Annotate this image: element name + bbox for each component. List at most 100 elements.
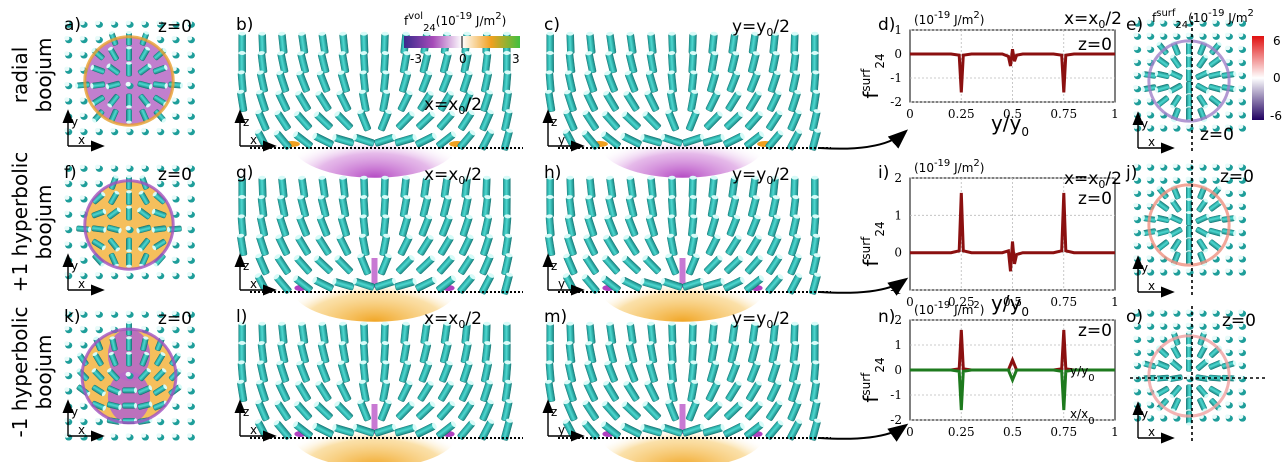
director-cylinder [702, 424, 725, 437]
axis-letter-horizontal: x [1148, 135, 1155, 149]
energy-column [679, 258, 686, 288]
director-cylinder [106, 385, 122, 396]
director-cylinder [1168, 213, 1183, 224]
director-end-on [1146, 322, 1155, 330]
director-cylinder [258, 321, 267, 344]
director-cylinder [625, 195, 638, 218]
director-cylinder [461, 175, 471, 199]
director-end-on [64, 97, 73, 105]
director-cylinder [767, 214, 781, 237]
director-cylinder [479, 419, 495, 441]
director-end-on [64, 310, 73, 318]
director-end-on [1159, 176, 1168, 184]
director-end-on [79, 256, 88, 264]
director-cylinder [399, 341, 411, 364]
director-cylinder [644, 234, 660, 256]
director-end-on [156, 325, 165, 334]
director-cylinder [625, 341, 638, 364]
plot-ylabel-text: fsurf24 [859, 53, 887, 98]
director-cylinder [688, 70, 698, 93]
director-end-on [186, 371, 195, 380]
director-end-on [110, 271, 119, 280]
director-cylinder [1208, 359, 1223, 370]
director-end-on [1238, 202, 1247, 211]
director-cylinder [316, 360, 331, 383]
row-label-line2: boojum [32, 185, 56, 260]
director-end-on [171, 112, 180, 120]
director-cylinder [1208, 214, 1224, 224]
director-cylinder [278, 175, 288, 199]
axis-letter-vertical: y [1141, 261, 1148, 275]
director-cylinder [274, 254, 291, 275]
director-cylinder [768, 341, 780, 364]
y-tick-label: 1 [894, 208, 902, 222]
director-cylinder [336, 90, 352, 112]
director-cylinder [666, 233, 678, 257]
director-cylinder [745, 234, 763, 256]
director-cylinder [546, 195, 554, 218]
director-cylinder [107, 46, 119, 61]
director-cylinder [377, 253, 392, 276]
director-cylinder [297, 51, 309, 74]
director-end-on [1133, 255, 1142, 263]
panel-letter: m) [544, 307, 567, 327]
director-cylinder [437, 90, 455, 112]
director-end-on [79, 179, 88, 188]
director-cylinder [298, 321, 309, 345]
energy-field [291, 110, 458, 178]
director-cylinder [500, 128, 513, 151]
director-cylinder [238, 195, 246, 218]
director-end-on [1159, 19, 1168, 27]
y-tick-label: -2 [890, 413, 902, 427]
director-cylinder [724, 401, 744, 421]
director-cylinder [294, 234, 312, 256]
director-cylinder [787, 129, 803, 151]
director-end-on [186, 195, 195, 203]
director-cylinder [790, 175, 799, 198]
director-end-on [1133, 71, 1142, 80]
director-end-on [186, 256, 195, 264]
director-end-on [1238, 58, 1247, 67]
director-cylinder [417, 90, 434, 112]
director-cylinder [545, 89, 556, 113]
director-end-on [156, 417, 165, 426]
director-cylinder [642, 255, 662, 275]
director-cylinder [360, 31, 369, 54]
director-end-on [1159, 322, 1168, 330]
director-end-on [1172, 322, 1181, 330]
slice-label: x=x0/2 [424, 165, 482, 187]
director-cylinder [501, 399, 513, 422]
director-cylinder [1155, 385, 1170, 397]
director-cylinder [583, 90, 599, 112]
director-cylinder [315, 90, 332, 112]
director-cylinder [277, 341, 289, 364]
director-cylinder [665, 399, 680, 422]
director-cylinder [703, 111, 723, 131]
director-end-on [110, 127, 119, 136]
director-cylinder [1196, 54, 1209, 69]
director-cylinder [645, 70, 658, 93]
director-cylinder [459, 70, 473, 93]
director-cylinder [334, 111, 354, 131]
director-cylinder [702, 134, 725, 147]
director-end-on [1133, 98, 1142, 106]
plot-ylabel: fsurf24 [859, 53, 887, 98]
plot-xlabel: y/y0 [991, 291, 1029, 319]
director-end-on [1133, 32, 1142, 40]
director-cylinder [437, 234, 455, 256]
director-cylinder [747, 70, 761, 93]
director-cylinder [620, 132, 642, 148]
director-cylinder [275, 234, 291, 256]
director-end-on [171, 20, 180, 28]
director-cylinder [1186, 66, 1192, 82]
director-cylinder [723, 422, 745, 438]
slice-label: x=x0/2 [424, 309, 482, 331]
director-cylinder [708, 321, 718, 345]
director-cylinder [257, 341, 268, 364]
director-cylinder [332, 134, 355, 147]
director-end-on [1238, 215, 1247, 224]
director-cylinder [298, 31, 309, 55]
energy-column [679, 404, 686, 434]
director-cylinder [1196, 198, 1209, 213]
director-end-on [1146, 19, 1155, 27]
